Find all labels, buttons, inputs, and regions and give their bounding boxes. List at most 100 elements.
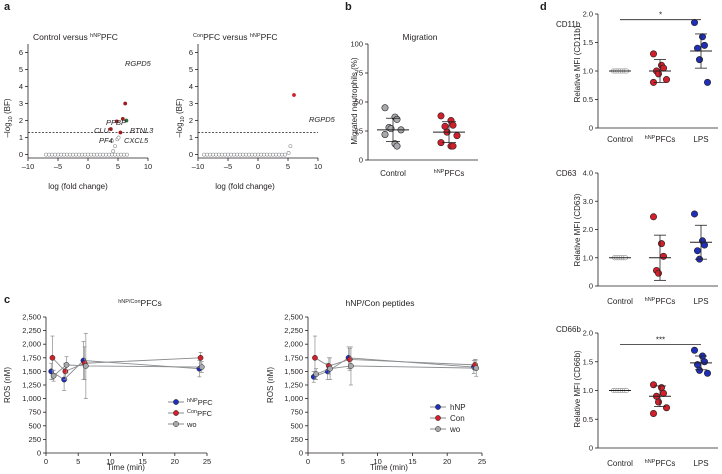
x-tick-label: 10 [373,457,381,466]
y-tick-label: 3.0 [583,197,593,206]
legend-label-conpfc: ConPFC [187,409,213,418]
d1-group-control: Control [607,297,633,306]
highlight-gene-point [118,130,123,135]
panel-d-cd63-plot: 0 1.0 2.0 3.0 4.0 [583,169,718,291]
gene-point [125,152,129,157]
data-point [657,384,665,392]
panel-c-left-legend: hNPPFC ConPFC wo [168,398,213,429]
series-point [198,364,205,370]
x-tick-label: 10 [106,457,114,466]
panel-d-cd66b-name: CD66b [556,325,581,334]
x-tick-label: –5 [224,162,232,171]
d1-group-hnppfcs: hNPPFCs [645,297,676,306]
y-tick-label: 2,000 [22,340,41,349]
data-point [649,381,657,389]
panel-a-right-plot: –10 –5 0 5 10 0 1 2 3 4 5 6 [189,44,322,171]
d1-group-lps: LPS [693,297,708,306]
x-tick-label: 0 [306,457,310,466]
data-point [693,361,701,369]
legend-label-hnppfc: hNPPFC [187,398,213,407]
y-tick-label: 1.5 [583,38,593,47]
data-point [703,369,711,377]
data-point [381,130,389,138]
panel-d-cd11b-name: CD11b [556,20,581,29]
x-tick-label: 5 [116,162,120,171]
gene-label-cxcl5: CXCL5 [124,136,149,145]
gene-label-clu: CLU [94,126,110,135]
panel-d-cd63-name: CD63 [556,169,577,178]
x-tick-label: 25 [478,457,486,466]
y-tick-label: 2 [19,116,23,125]
panel-c-left-title: hNP/ConPFCs [118,298,162,308]
axis-lines [367,44,478,161]
x-tick-label: –10 [192,162,205,171]
y-tick-label: 1,500 [284,367,303,376]
data-point [695,366,703,374]
d0-group-hnppfcs: hNPPFCs [645,135,676,144]
panel-a-right-title: ConPFC versus hNPPFC [193,32,278,42]
series-line [50,360,200,381]
x-tick-label: 5 [286,162,290,171]
data-point [659,389,667,397]
data-point [700,358,708,366]
data-point [659,64,667,72]
legend-marker-wo [173,421,179,427]
gene-label-pf4: PF4 [99,136,113,145]
series-point [346,356,353,363]
y-tick-label: 4 [189,82,193,91]
panel-a-left-ylabel: –log10 (BF) [3,98,14,137]
data-point [654,398,662,406]
highlight-gene-point [120,116,125,121]
panel-label-b: b [345,1,352,13]
x-tick-label: –5 [54,162,62,171]
legend-label-con: Con [450,414,465,423]
data-point [698,33,706,41]
y-tick-label: 1.0 [583,253,593,262]
panel-c-right-title: hNP/Con peptides [346,298,415,308]
legend-label-hnp: hNP [450,403,466,412]
panel-d-cd63-ylabel: Relative MFI (CD63) [573,193,582,266]
y-tick-label: 1 [19,133,23,142]
gene-point [288,144,293,148]
y-tick-label: 1,000 [22,394,41,403]
series-point [50,372,57,379]
y-tick-label: 0 [589,282,593,291]
gene-point [116,135,121,140]
series-point [82,363,89,369]
panel-c-right: hNP/Con peptides ROS (nM) Time (min) 0 5 1… [266,298,486,472]
series-point [473,365,480,371]
series-line [52,357,201,372]
y-tick-label: 0.5 [583,95,593,104]
data-point [662,404,670,412]
panel-b-group-control: Control [380,169,406,178]
x-tick-label: 10 [314,162,322,171]
series-point [312,354,318,361]
highlight-gene-point [292,93,296,97]
data-point [649,213,657,221]
panel-d-cd66b-ylabel: Relative MFI (CD66b) [573,350,582,428]
gene-point [286,150,291,155]
y-tick-label: 0 [359,156,363,165]
panel-label-c: c [4,294,10,306]
y-tick-label: 750 [28,408,41,417]
highlight-gene-point [123,101,128,106]
panel-c-left: hNP/ConPFCs ROS (nM) Time (min) 0 5 10 15 20… [3,298,213,472]
significance-label: * [659,11,662,20]
y-tick-label: 2.0 [583,329,593,338]
panel-d: CD11b Relative MFI (CD11b) 0 0.5 1.0 1.5 2.0… [556,10,718,468]
panel-c-right-legend: hNP Con wo [430,403,466,434]
legend-marker-hnp [435,404,441,410]
panel-c-left-ylabel: ROS (nM) [3,367,12,403]
axis-lines [197,44,318,159]
data-point [693,247,701,255]
x-tick-label: 10 [144,162,152,171]
y-tick-label: 250 [290,435,303,444]
gene-label-btnl3: BTNL3 [130,126,154,135]
y-tick-label: 4 [19,82,23,91]
x-tick-label: 25 [203,457,211,466]
data-point [700,241,708,249]
y-tick-label: 3 [19,99,23,108]
panel-a-right: ConPFC versus hNPPFC log (fold change) –… [175,32,336,191]
data-point [449,121,457,129]
